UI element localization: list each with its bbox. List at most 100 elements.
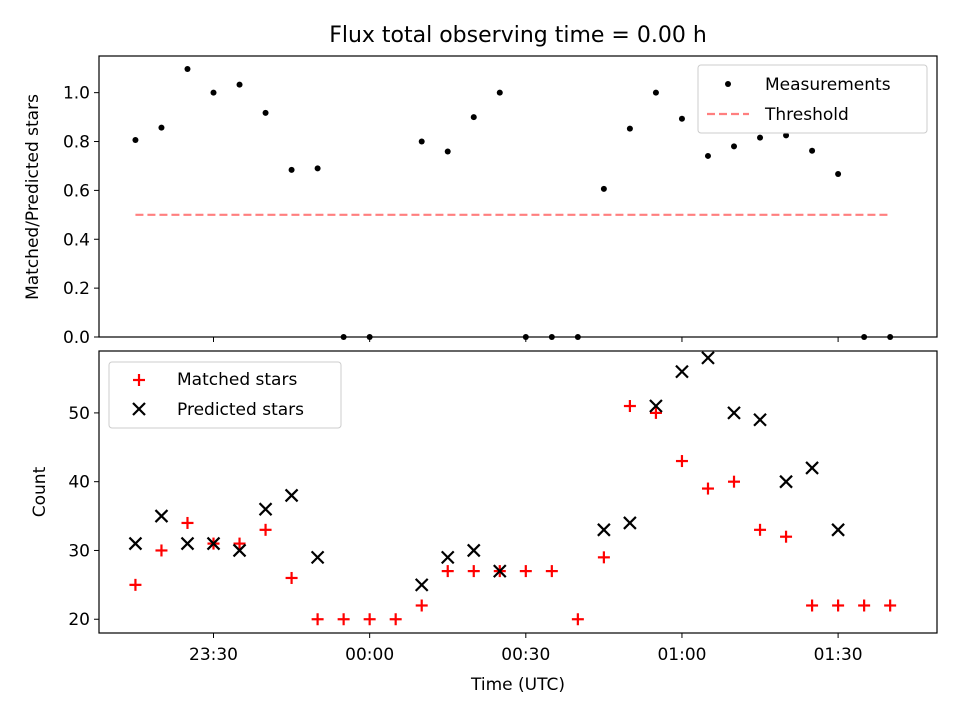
bottom-xtick-label: 01:30 xyxy=(814,645,863,665)
predicted-star-point xyxy=(675,364,689,379)
matched-star-point xyxy=(259,523,272,536)
measurement-point xyxy=(314,165,321,172)
measurement-point xyxy=(757,134,764,141)
predicted-star-point xyxy=(180,536,195,551)
matched-star-point xyxy=(571,613,584,626)
measurement-point xyxy=(731,143,738,150)
top-x-ticks xyxy=(213,337,839,342)
measurement-point xyxy=(262,109,269,116)
bottom-x-ticks: 23:30 00:00 00:30 01:00 01:30 xyxy=(189,633,863,665)
measurement-point xyxy=(132,137,139,144)
top-axes-frame xyxy=(98,55,938,338)
measurement-point xyxy=(444,148,451,155)
matched-star-point xyxy=(832,599,845,612)
legend-matched-label: Matched stars xyxy=(177,370,297,390)
matched-star-point xyxy=(389,613,402,626)
bottom-xtick-label: 00:00 xyxy=(345,645,394,665)
top-y-axis-label: Matched/Predicted stars xyxy=(23,94,43,300)
bottom-xtick-label: 00:30 xyxy=(501,645,550,665)
predicted-star-point xyxy=(232,543,247,558)
legend-predicted-marker xyxy=(132,402,146,416)
predicted-star-point xyxy=(258,502,273,516)
matched-star-point xyxy=(337,613,350,626)
top-ytick-label: 0.4 xyxy=(63,230,90,250)
predicted-star-point xyxy=(466,543,481,558)
bottom-y-ticks: 20 30 40 50 xyxy=(68,404,99,630)
measurement-point xyxy=(236,81,243,88)
legend-matched-marker xyxy=(133,374,145,386)
predicted-star-point xyxy=(831,523,845,537)
measurement-point xyxy=(835,171,842,178)
matched-star-point xyxy=(780,530,793,543)
matched-star-point xyxy=(623,400,636,413)
measurement-point xyxy=(184,65,191,72)
matched-star-point xyxy=(754,523,767,536)
matched-star-point xyxy=(858,599,871,612)
measurement-point xyxy=(704,152,711,159)
matched-star-point xyxy=(285,571,298,584)
bottom-legend: Matched stars Predicted stars xyxy=(108,361,342,429)
matched-star-point xyxy=(441,565,454,578)
predicted-star-point xyxy=(623,516,637,530)
bottom-ytick-label: 40 xyxy=(68,473,90,493)
predicted-star-point xyxy=(727,406,741,420)
top-ytick-label: 0.8 xyxy=(63,133,90,153)
measurement-point xyxy=(496,89,503,96)
matched-star-point xyxy=(597,551,610,564)
bottom-ytick-label: 30 xyxy=(68,541,90,561)
legend-threshold-label: Threshold xyxy=(764,105,849,125)
bottom-xtick-label: 01:00 xyxy=(657,645,706,665)
bottom-xtick-label: 23:30 xyxy=(189,645,238,665)
top-legend: Measurements Threshold xyxy=(697,64,928,134)
predicted-star-point xyxy=(649,399,663,413)
predicted-star-point xyxy=(284,488,299,503)
predicted-star-point xyxy=(493,564,507,578)
predicted-star-point xyxy=(753,413,767,427)
measurement-point xyxy=(652,89,659,96)
predicted-star-point xyxy=(206,536,221,551)
matched-star-point xyxy=(311,613,324,626)
measurement-point xyxy=(600,185,607,192)
top-y-ticks: 0.0 0.2 0.4 0.6 0.8 1.0 xyxy=(63,84,99,348)
bottom-marks xyxy=(128,351,897,626)
measurement-point xyxy=(158,124,165,131)
top-marks xyxy=(132,65,894,340)
predicted-star-point xyxy=(310,550,325,565)
top-ytick-label: 1.0 xyxy=(63,84,90,104)
top-ytick-label: 0.0 xyxy=(63,328,90,348)
predicted-star-point xyxy=(414,578,429,592)
matched-star-point xyxy=(519,565,532,578)
predicted-star-point xyxy=(128,536,143,551)
matched-star-point xyxy=(155,544,168,557)
matched-star-point xyxy=(675,455,688,468)
bottom-axes-frame xyxy=(98,350,938,634)
matched-star-point xyxy=(363,613,376,626)
predicted-star-point xyxy=(440,550,455,565)
top-ytick-label: 0.6 xyxy=(63,181,90,201)
matched-star-point xyxy=(545,565,558,578)
measurement-point xyxy=(418,138,425,145)
matched-star-point xyxy=(233,537,246,550)
matched-star-point xyxy=(884,599,897,612)
legend-measurements-marker xyxy=(725,81,731,87)
legend-predicted-label: Predicted stars xyxy=(177,400,304,420)
predicted-star-point xyxy=(779,474,793,489)
legend-measurements-label: Measurements xyxy=(765,75,891,95)
bottom-ytick-label: 20 xyxy=(68,610,90,630)
predicted-star-point xyxy=(597,523,611,537)
measurement-point xyxy=(809,147,816,154)
top-ytick-label: 0.2 xyxy=(63,279,90,299)
matched-star-point xyxy=(467,565,480,578)
matched-star-point xyxy=(649,406,662,419)
matched-star-point xyxy=(728,475,741,488)
matched-star-point xyxy=(415,599,428,612)
matched-star-point xyxy=(806,599,819,612)
measurement-point xyxy=(470,114,477,121)
predicted-star-point xyxy=(805,461,819,475)
predicted-star-point xyxy=(154,509,169,523)
chart-title: Flux total observing time = 0.00 h xyxy=(329,23,707,48)
measurement-point xyxy=(678,115,685,122)
measurement-point xyxy=(783,132,790,139)
measurement-point xyxy=(626,125,633,132)
